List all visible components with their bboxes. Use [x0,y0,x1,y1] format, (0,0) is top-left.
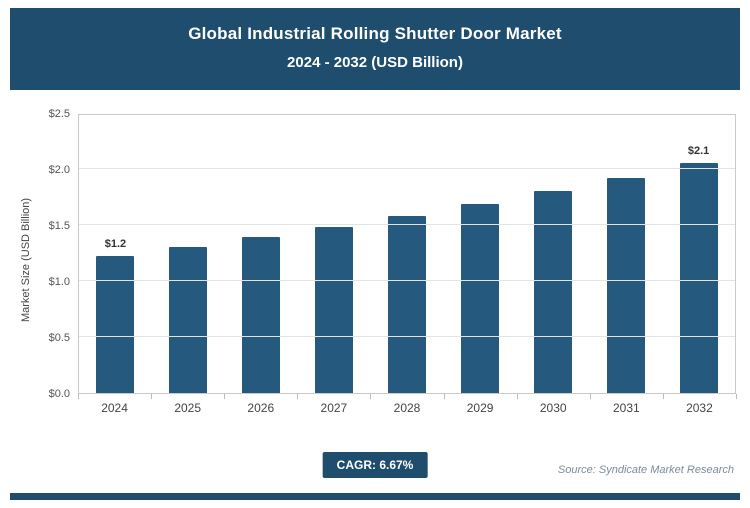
gridline [79,336,735,337]
y-tick-label: $0.0 [48,388,70,400]
bar-2025 [169,247,208,393]
gridline [79,168,735,169]
bar-series: $1.2 $2.1 [79,115,735,393]
y-axis-label-column: Market Size (USD Billion) [12,114,34,430]
x-axis-label-2030: 2030 [539,401,567,415]
x-tick-mark [516,394,518,399]
y-tick-label: $2.5 [48,108,70,120]
plot-area: $1.2 $2.1 [78,114,736,394]
y-tick-label: $1.0 [48,276,70,288]
bar-2032 [679,163,718,393]
x-tick-mark [224,394,226,399]
x-tick-mark [151,394,153,399]
chart-area: Market Size (USD Billion) $0.0 $0.5 $1.0 $1… [12,108,737,430]
chart-title-banner: Global Industrial Rolling Shutter Door M… [10,8,740,90]
chart-footer: CAGR: 6.67% Source: Syndicate Market Res… [0,452,750,482]
gridline [79,280,735,281]
plot-wrap: $1.2 $2.1 2024 2025 2026 2027 2028 2029 2030 203… [78,114,737,430]
bar-value-label-2032: $2.1 [687,145,710,158]
cagr-badge: CAGR: 6.67% [322,452,428,478]
y-tick-label: $2.0 [48,164,70,176]
x-axis-label-2031: 2031 [612,401,640,415]
bar-2031 [606,177,645,393]
bar-slot-2029 [443,115,516,393]
x-axis-label-2025: 2025 [174,401,202,415]
y-tick-label: $0.5 [48,332,70,344]
chart-title-line2: 2024 - 2032 (USD Billion) [287,54,463,71]
bar-2029 [460,203,499,393]
bar-2024 [96,256,135,393]
bar-slot-2030 [516,115,589,393]
x-axis-label-2028: 2028 [393,401,421,415]
bar-2030 [533,191,572,393]
bar-slot-2032: $2.1 [662,115,735,393]
y-tick-label: $1.5 [48,220,70,232]
chart-title-line1: Global Industrial Rolling Shutter Door M… [188,24,562,43]
x-axis-label-2027: 2027 [320,401,348,415]
gridline [79,224,735,225]
y-axis-ticks: $0.0 $0.5 $1.0 $1.5 $2.0 $2.5 [34,108,78,400]
bar-slot-2031 [589,115,662,393]
x-axis-labels: 2024 2025 2026 2027 2028 2029 2030 2031 2032 [78,401,736,415]
bar-slot-2025 [152,115,225,393]
bar-value-label-2024: $1.2 [104,238,127,251]
bar-slot-2028 [371,115,444,393]
x-tick-mark [443,394,445,399]
x-tick-mark [662,394,664,399]
x-axis-label-2024: 2024 [101,401,128,415]
y-axis-label: Market Size (USD Billion) [20,197,32,323]
x-axis-label-2029: 2029 [466,401,494,415]
x-tick-mark [589,394,591,399]
source-attribution: Source: Syndicate Market Research [557,464,734,476]
bar-slot-2026 [225,115,298,393]
x-tick-mark [370,394,372,399]
x-axis-label-2026: 2026 [247,401,275,415]
bar-slot-2027 [298,115,371,393]
bar-2026 [242,237,281,393]
bottom-accent-bar [10,493,740,500]
x-axis-tick-marks [78,394,737,399]
bar-2027 [315,227,354,393]
bar-2028 [388,216,426,393]
x-tick-mark [297,394,299,399]
x-tick-mark [78,394,79,399]
bar-slot-2024: $1.2 [79,115,152,393]
x-tick-mark [736,394,737,399]
x-axis-label-2032: 2032 [686,401,713,415]
